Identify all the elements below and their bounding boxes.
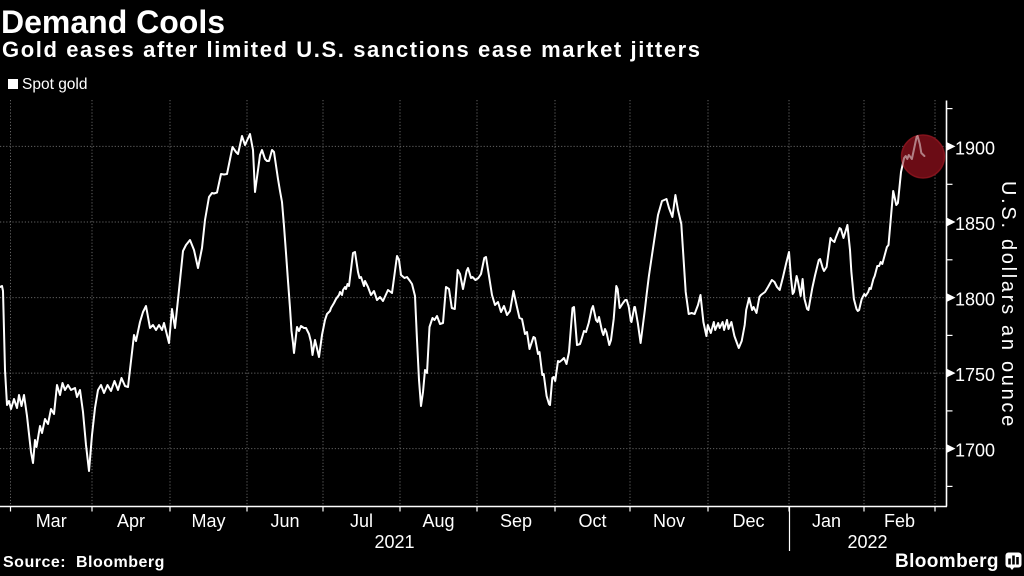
svg-text:1800: 1800 [955, 290, 995, 310]
svg-text:Nov: Nov [653, 511, 685, 531]
svg-text:1900: 1900 [955, 138, 995, 158]
svg-text:2021: 2021 [374, 532, 414, 552]
svg-text:1700: 1700 [955, 441, 995, 461]
svg-text:2022: 2022 [847, 532, 887, 552]
svg-text:Jul: Jul [350, 511, 373, 531]
svg-text:May: May [191, 511, 225, 531]
svg-text:Jan: Jan [812, 511, 841, 531]
svg-text:1750: 1750 [955, 365, 995, 385]
svg-text:Jun: Jun [270, 511, 299, 531]
svg-text:Aug: Aug [422, 511, 454, 531]
svg-text:Feb: Feb [884, 511, 915, 531]
svg-text:Apr: Apr [117, 511, 145, 531]
svg-text:Mar: Mar [36, 511, 67, 531]
svg-text:Sep: Sep [500, 511, 532, 531]
svg-text:1850: 1850 [955, 214, 995, 234]
svg-text:U.S. dollars an ounce: U.S. dollars an ounce [997, 181, 1019, 429]
svg-text:Oct: Oct [578, 511, 606, 531]
svg-text:Dec: Dec [732, 511, 764, 531]
